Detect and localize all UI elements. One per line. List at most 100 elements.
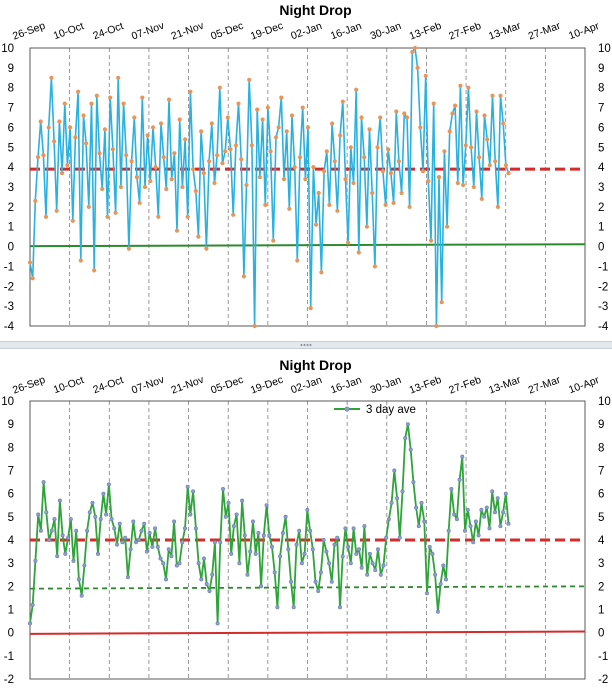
data-point [57,498,62,503]
y-tick-label-right: 9 [598,419,604,431]
data-point [158,556,163,561]
data-point [52,517,57,522]
data-point [116,75,121,80]
data-point [97,151,102,156]
data-point [57,119,62,124]
data-point [327,561,332,566]
data-point [458,83,463,88]
data-point [177,117,182,122]
data-point [38,119,43,124]
data-point [164,186,169,192]
pane-splitter[interactable] [0,341,612,349]
data-point [112,526,117,531]
data-point [493,159,498,164]
data-point [231,212,236,217]
data-point [337,605,342,610]
data-point [242,533,247,538]
data-point [291,605,296,610]
data-point [311,165,316,170]
data-point [359,115,364,120]
data-point [463,143,468,148]
data-point [217,85,222,90]
data-point [431,101,436,106]
data-point [332,542,337,547]
data-point [79,593,84,598]
data-point [120,540,125,545]
y-tick-label-left: -1 [4,651,14,663]
data-point [233,143,238,148]
data-point [161,561,166,566]
data-point [247,77,252,82]
data-point [257,175,262,180]
data-point [193,188,198,194]
data-point [433,572,438,577]
data-point [104,512,109,517]
data-point [506,521,511,526]
data-point [370,190,375,196]
data-point [465,507,470,512]
data-point [487,163,492,168]
data-point [193,526,198,531]
x-tick-label: 13-Feb [408,20,444,43]
data-point [273,135,279,140]
data-point [338,133,343,138]
y-tick-label-left: 1 [8,605,14,617]
data-point [49,528,54,533]
y-tick-label-right: 5 [598,142,604,154]
data-point [36,512,41,517]
data-point [185,484,190,489]
data-point [372,264,377,269]
data-point [68,125,73,130]
data-point [117,521,122,526]
data-point [384,535,389,540]
data-point [144,549,149,554]
data-point [245,572,250,577]
data-point [241,274,246,279]
data-point [367,551,372,556]
data-point [313,579,318,584]
data-point [33,198,38,203]
data-point [207,159,212,164]
y-tick-label-right: 7 [598,103,604,115]
y-tick-label-left: -3 [4,301,14,313]
data-point [212,180,217,186]
y-tick-label-left: 7 [8,466,14,478]
y-tick-label-right: -4 [598,321,609,333]
data-point [380,169,385,174]
data-point [221,487,226,492]
splitter-grip-icon[interactable] [300,343,312,347]
data-point [38,528,43,533]
data-point [362,155,367,160]
data-point [225,115,230,120]
data-point [177,561,182,566]
data-point [335,535,340,540]
data-point [269,544,274,549]
data-point [356,250,361,255]
data-point [479,507,484,512]
data-point [226,500,231,505]
y-tick-label-left: 4 [8,535,15,547]
data-point [98,517,103,522]
data-point [435,609,440,614]
chart-title: Night Drop [279,2,351,18]
data-point [237,561,242,566]
data-point [256,531,261,536]
data-point [191,489,196,494]
reference-line [29,243,586,248]
data-point [106,482,111,487]
data-point [460,454,465,459]
data-point [412,45,418,51]
data-point [351,180,356,186]
data-point [364,224,369,229]
x-tick-label: 21-Nov [170,373,207,396]
data-point [418,125,423,130]
data-point [118,184,123,190]
data-point [477,155,482,160]
data-point [498,524,503,529]
data-point [324,549,329,554]
data-point [90,500,95,505]
data-point [378,572,383,577]
y-tick-label-right: 10 [598,396,611,408]
y-tick-label-left: 10 [1,43,14,55]
data-point [145,133,150,138]
